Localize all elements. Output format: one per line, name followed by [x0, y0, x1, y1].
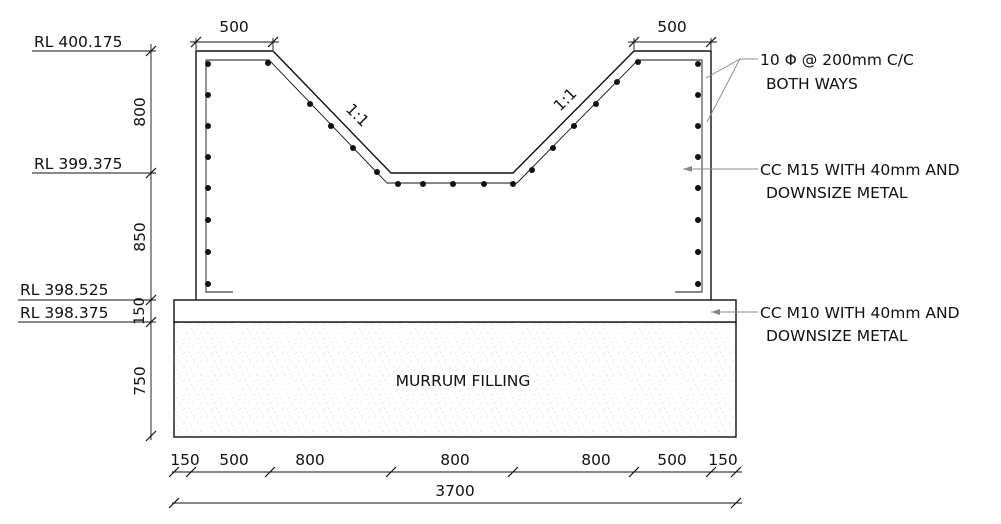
cc-m15-line2: DOWNSIZE METAL: [766, 184, 908, 202]
rebar-dot: [695, 92, 701, 98]
rebar-dot: [374, 169, 380, 175]
rebar-dot: [205, 281, 211, 287]
dim-segment: 150: [708, 451, 738, 469]
dim-segment: 500: [657, 451, 687, 469]
rebar-dot: [695, 281, 701, 287]
rebar-dot: [593, 101, 599, 107]
pcc-m10-layer: [173, 299, 737, 323]
rebar-dot: [510, 181, 516, 187]
rebar-callout: 10 Φ @ 200mm C/C BOTH WAYS: [705, 51, 914, 123]
dim-850-vertical: 850: [131, 222, 149, 252]
bottom-segment-dimensions: 150 500 800 800 800 500 150: [168, 451, 742, 478]
dim-150-vertical: 150: [132, 297, 148, 325]
top-dimensions: 500 500: [190, 18, 717, 50]
rebar-dot: [635, 59, 641, 65]
rebar-dot: [695, 123, 701, 129]
rebar-dot: [550, 145, 556, 151]
dim-800-vertical: 800: [131, 97, 149, 127]
bottom-total-dimension: 3700: [168, 482, 742, 509]
rebar-dot: [695, 217, 701, 223]
rebar-dot: [571, 123, 577, 129]
rebar-dot: [529, 167, 535, 173]
dim-750-vertical: 750: [131, 366, 149, 396]
murrum-filling-label: MURRUM FILLING: [396, 372, 531, 390]
murrum-filling-layer: MURRUM FILLING: [173, 321, 737, 438]
cc-m10-callout: CC M10 WITH 40mm AND DOWNSIZE METAL: [711, 304, 960, 345]
rebar-dot: [205, 92, 211, 98]
dim-segment: 800: [295, 451, 325, 469]
vertical-dimension: 800 850 150 750: [131, 44, 157, 442]
rebar-dot: [205, 217, 211, 223]
rebar-dot: [205, 185, 211, 191]
rebar-spec-line2: BOTH WAYS: [766, 75, 858, 93]
rebar-dot: [265, 60, 271, 66]
dim-500-top-right: 500: [657, 18, 687, 36]
dim-segment: 500: [219, 451, 249, 469]
rl-label-base-top: RL 398.525: [20, 281, 108, 299]
dim-total: 3700: [435, 482, 474, 500]
dim-500-top-left: 500: [219, 18, 249, 36]
rebar-dot: [695, 249, 701, 255]
rl-label-mid: RL 399.375: [34, 155, 122, 173]
rebar-dot: [450, 181, 456, 187]
rl-label-top: RL 400.175: [34, 33, 122, 51]
rebar-dot: [614, 79, 620, 85]
dim-segment: 150: [170, 451, 200, 469]
rebar-dots: [205, 59, 701, 287]
rebar-dot: [395, 181, 401, 187]
rebar-dot: [205, 61, 211, 67]
rebar-dot: [205, 249, 211, 255]
rebar-dot: [205, 154, 211, 160]
rebar-dot: [481, 181, 487, 187]
rebar-dot: [695, 185, 701, 191]
level-markers: RL 400.175 RL 399.375 RL 398.525 RL 398.…: [18, 33, 156, 323]
dim-segment: 800: [440, 451, 470, 469]
rebar-dot: [307, 101, 313, 107]
dim-segment: 800: [581, 451, 611, 469]
slope-label-left: 1:1: [342, 100, 372, 130]
rebar-dot: [420, 181, 426, 187]
cc-m10-line1: CC M10 WITH 40mm AND: [760, 304, 960, 322]
rebar-dot: [350, 145, 356, 151]
rebar-spec-line1: 10 Φ @ 200mm C/C: [760, 51, 914, 69]
cc-m15-line1: CC M15 WITH 40mm AND: [760, 161, 960, 179]
rebar-dot: [328, 123, 334, 129]
rl-label-base-bottom: RL 398.375: [20, 304, 108, 322]
rebar-dot: [205, 123, 211, 129]
cc-m10-line2: DOWNSIZE METAL: [766, 327, 908, 345]
rebar-dot: [695, 61, 701, 67]
drain-body: [195, 50, 712, 300]
cc-m15-callout: CC M15 WITH 40mm AND DOWNSIZE METAL: [683, 161, 960, 202]
rebar-dot: [695, 154, 701, 160]
